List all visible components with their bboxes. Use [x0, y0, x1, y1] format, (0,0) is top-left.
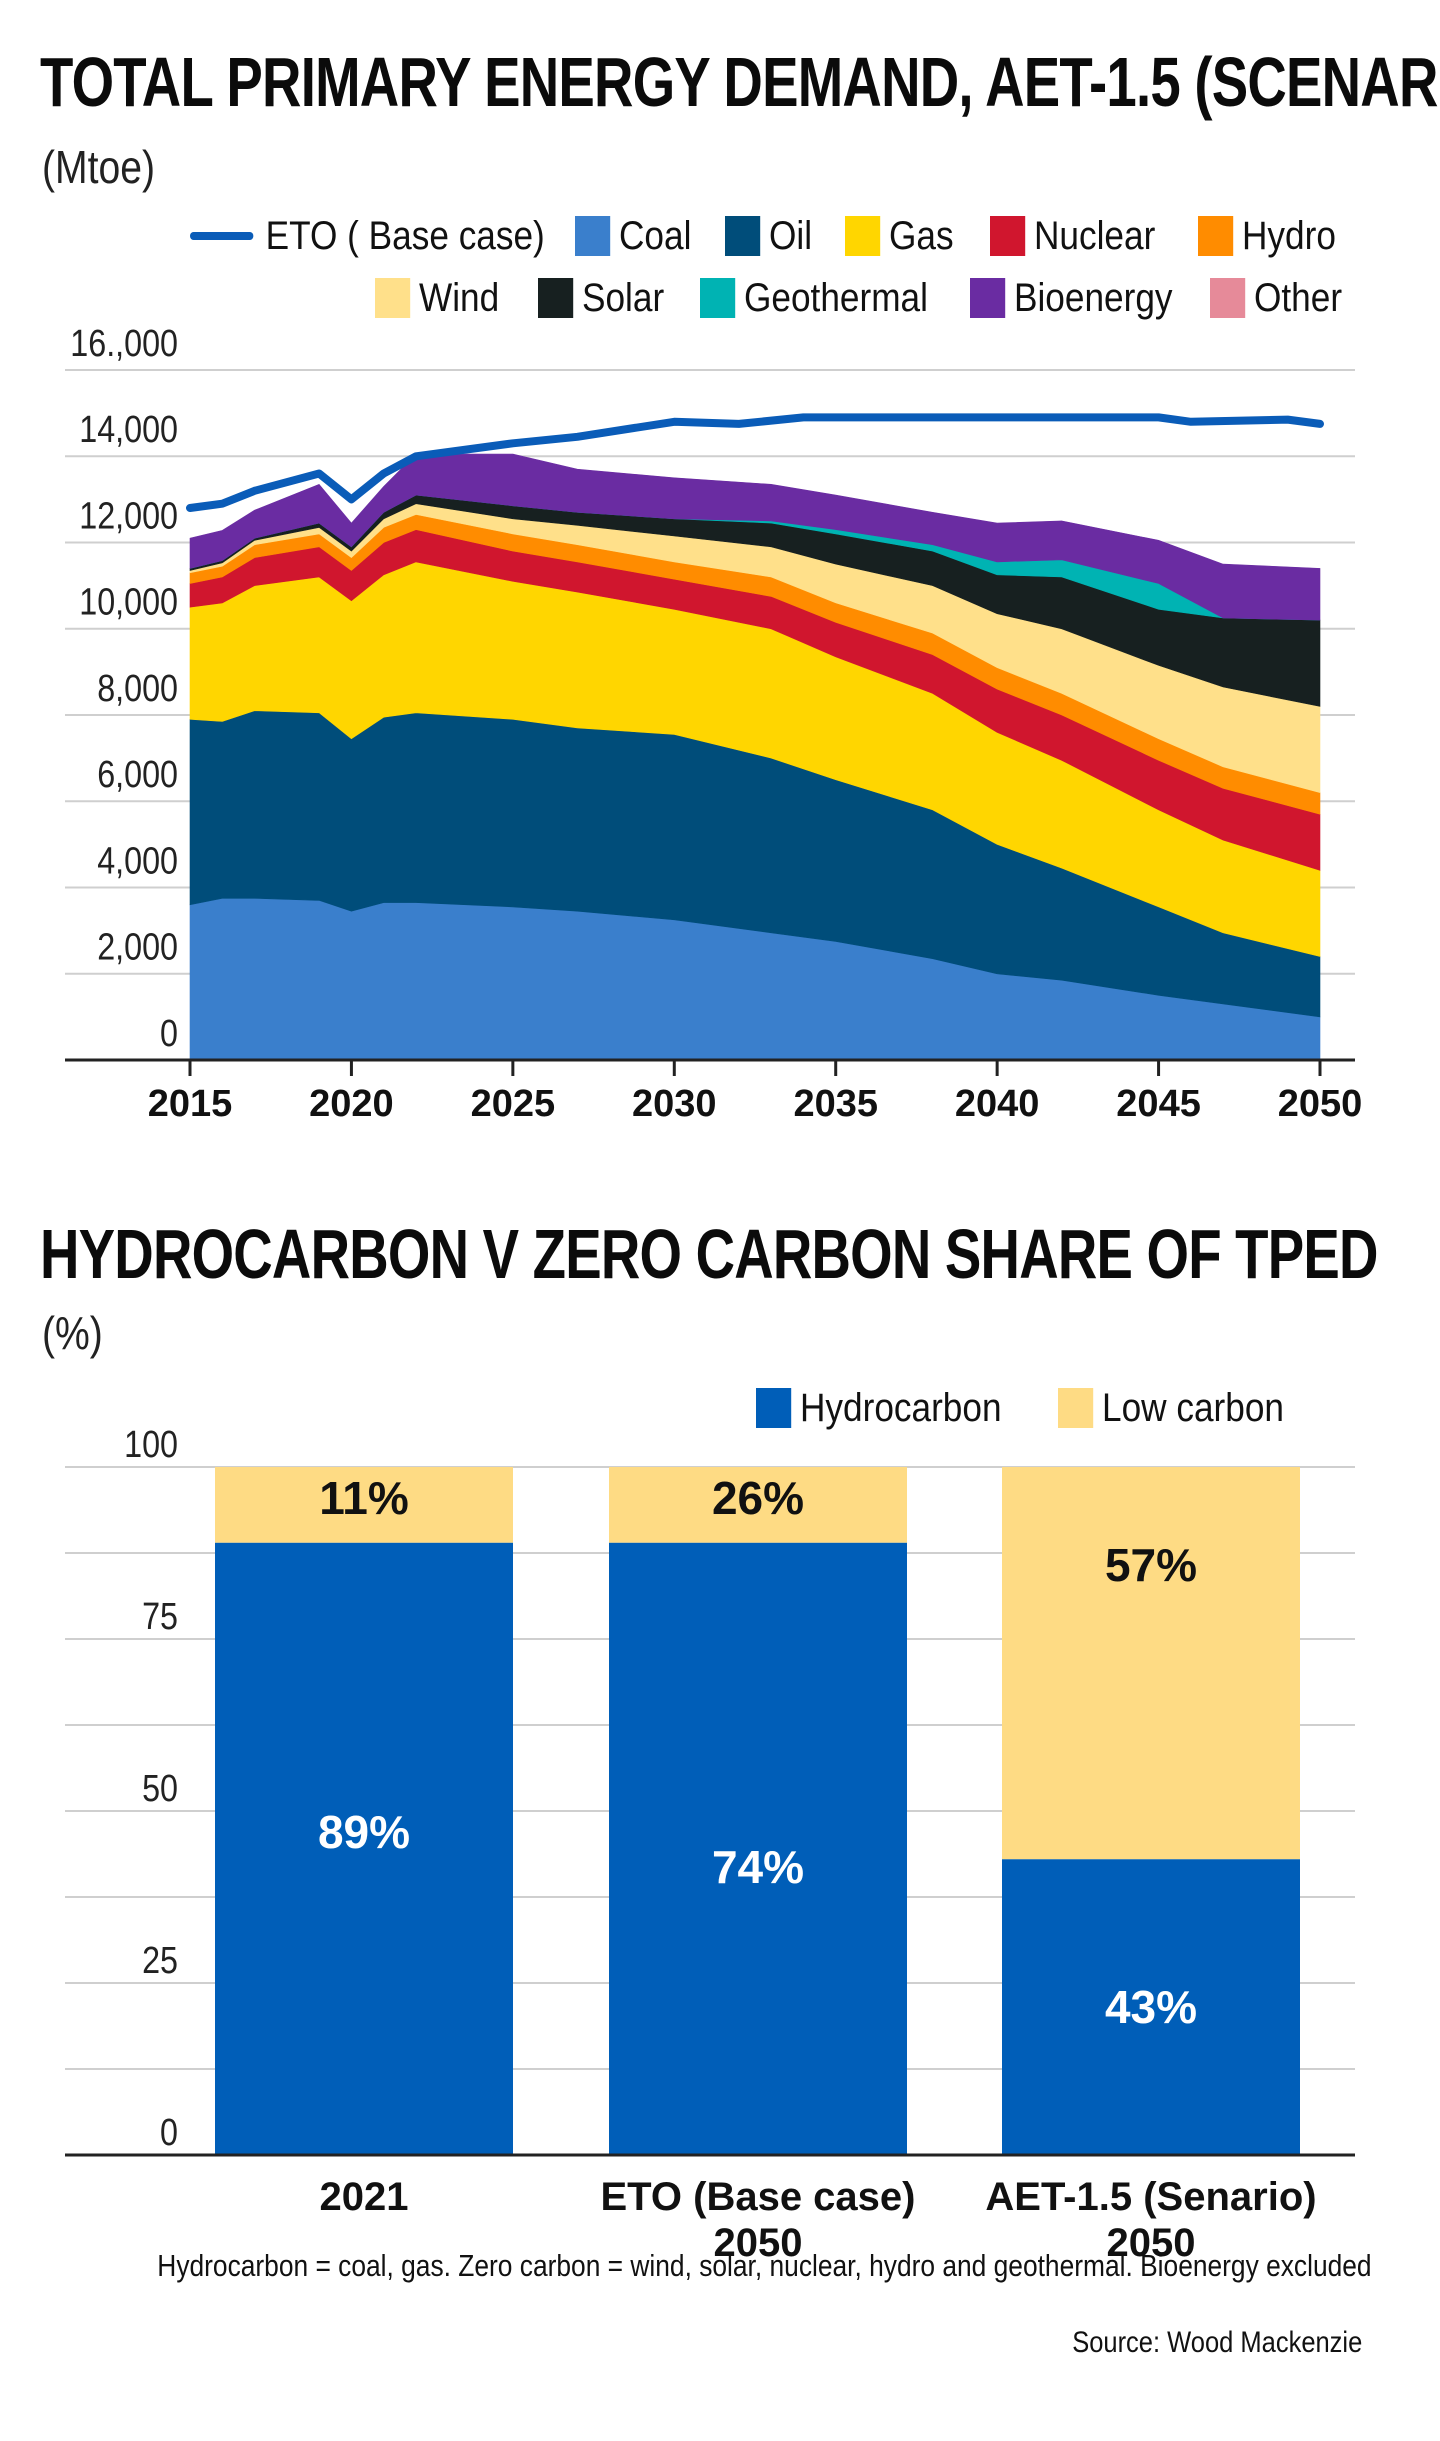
x-tick-label: 2030	[632, 1083, 717, 1125]
legend-label: Other	[1254, 275, 1343, 320]
legend-item-low-carbon: Low carbon	[1058, 1383, 1284, 1433]
category-label: AET-1.5 (Senario)	[985, 2175, 1316, 2219]
bar-value-label: 74%	[712, 1841, 804, 1893]
legend-label: Gas	[889, 213, 954, 258]
y-tick-label: 50	[142, 1768, 178, 1810]
legend-label: Low carbon	[1102, 1385, 1284, 1430]
y-tick-label: 16.,000	[70, 323, 178, 365]
bar-low-carbon	[1002, 1467, 1300, 1860]
bar-hydrocarbon	[609, 1542, 907, 2155]
legend-swatch	[725, 216, 761, 256]
x-tick-label: 2035	[793, 1083, 878, 1125]
legend-label: Hydrocarbon	[800, 1385, 1002, 1430]
y-tick-label: 0	[160, 1013, 178, 1055]
legend-label: Geothermal	[744, 275, 928, 320]
chart1-unit: (Mtoe)	[42, 141, 155, 193]
legend-item-gas: Gas	[845, 211, 954, 261]
bar-low-carbon	[609, 1467, 907, 1543]
bar-value-label: 57%	[1105, 1539, 1197, 1591]
footnote: Hydrocarbon = coal, gas. Zero carbon = w…	[157, 2248, 1372, 2283]
legend-swatch	[1198, 216, 1234, 256]
legend-label: Oil	[769, 213, 813, 258]
legend-swatch	[375, 278, 411, 318]
y-tick-label: 14,000	[79, 409, 178, 451]
legend-item-hydrocarbon: Hydrocarbon	[756, 1383, 1002, 1433]
bar-low-carbon	[215, 1467, 513, 1543]
legend-swatch	[700, 278, 736, 318]
x-tick-label: 2050	[1278, 1083, 1363, 1125]
legend-item-other: Other	[1210, 273, 1342, 323]
line-eto-base-case	[186, 413, 1324, 512]
x-tick-label: 2025	[471, 1083, 556, 1125]
chart2-unit: (%)	[42, 1307, 103, 1359]
legend-swatch	[990, 216, 1026, 256]
x-tick-label: 2045	[1116, 1083, 1201, 1125]
legend-label: Hydro	[1242, 213, 1336, 258]
source-note: Source: Wood Mackenzie	[1071, 2326, 1362, 2359]
legend-item-eto-base-case: ETO ( Base case)	[190, 211, 545, 261]
legend-item-solar: Solar	[538, 273, 664, 323]
y-tick-label: 100	[124, 1424, 178, 1466]
legend-swatch	[538, 278, 574, 318]
y-tick-label: 0	[160, 2112, 178, 2154]
legend-swatch	[575, 216, 611, 256]
bar-value-label: 43%	[1105, 1981, 1197, 2033]
legend-item-geothermal: Geothermal	[700, 273, 928, 323]
x-tick-label: 2040	[955, 1083, 1040, 1125]
chart2-title: HYDROCARBON V ZERO CARBON SHARE OF TPED	[40, 1215, 1378, 1293]
x-tick-label: 2020	[309, 1083, 394, 1125]
y-tick-label: 8,000	[97, 668, 178, 710]
legend-item-oil: Oil	[725, 211, 812, 261]
y-tick-label: 75	[142, 1596, 178, 1638]
legend-swatch	[190, 232, 254, 240]
chart1-plot: 2015 2020 2025 2030 2035 2040 2045 2050 0 2,000 4,…	[65, 323, 1363, 1125]
legend-item-nuclear: Nuclear	[990, 211, 1155, 261]
legend-swatch	[845, 216, 881, 256]
category-label: ETO (Base case)	[601, 2175, 916, 2219]
y-tick-label: 12,000	[79, 495, 178, 537]
legend-swatch	[756, 1388, 792, 1428]
legend-swatch	[970, 278, 1006, 318]
category-label: 2021	[320, 2175, 409, 2219]
legend-item-hydro: Hydro	[1198, 211, 1336, 261]
legend-label: Coal	[619, 213, 692, 258]
y-tick-label: 25	[142, 1940, 178, 1982]
y-tick-label: 4,000	[97, 840, 178, 882]
bar-value-label: 26%	[712, 1472, 804, 1524]
legend-label: Solar	[582, 275, 665, 320]
legend-swatch	[1210, 278, 1246, 318]
bar-value-label: 89%	[318, 1806, 410, 1858]
legend-item-wind: Wind	[375, 273, 499, 323]
legend-label: Nuclear	[1034, 213, 1156, 258]
y-tick-label: 6,000	[97, 754, 178, 796]
legend-item-coal: Coal	[575, 211, 691, 261]
x-tick-label: 2015	[148, 1083, 233, 1125]
bar-hydrocarbon	[215, 1542, 513, 2155]
bar-value-label: 11%	[319, 1472, 409, 1524]
legend-label: Bioenergy	[1014, 275, 1173, 320]
legend-label: ETO ( Base case)	[265, 213, 545, 258]
bar-hydrocarbon	[1002, 1859, 1300, 2155]
chart1-title: TOTAL PRIMARY ENERGY DEMAND, AET-1.5 (SC…	[40, 43, 1440, 121]
legend-label: Wind	[419, 275, 500, 320]
legend-swatch	[1058, 1388, 1094, 1428]
y-tick-label: 10,000	[79, 581, 178, 623]
y-tick-label: 2,000	[97, 926, 178, 968]
legend-item-bioenergy: Bioenergy	[970, 273, 1173, 323]
